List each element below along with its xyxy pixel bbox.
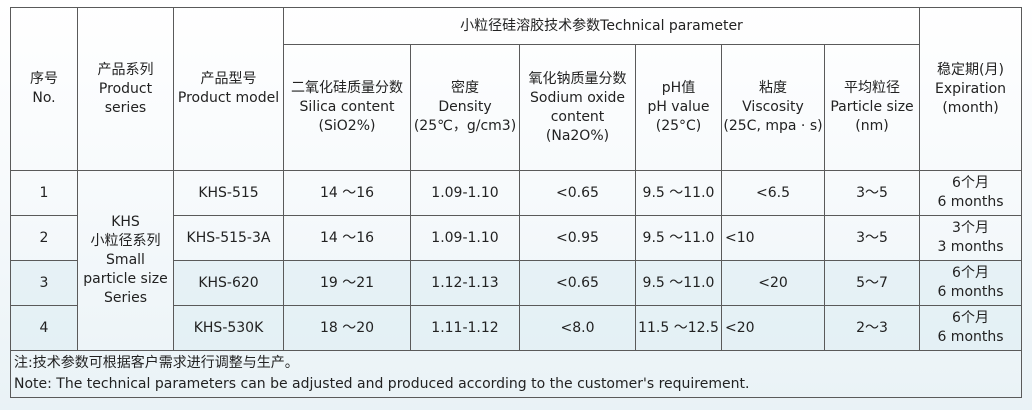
table-row: 1 KHS 小粒径系列 Small particle size Series K… (10, 170, 1022, 351)
cell-expiration: 6个月 6 months (919, 170, 1022, 216)
cell-particle-size: 5～7 (824, 260, 920, 306)
table-note: 注:技术参数可根据客户需求进行调整与生产。 Note: The technica… (10, 350, 1022, 398)
cell-expiration: 6个月 6 months (919, 260, 1022, 306)
table-row: 4 KHS-530K 18 ～20 1.11-1.12 <8.0 11.5 ～1… (10, 305, 1022, 351)
cell-ph: 11.5 ～12.5 (635, 305, 722, 351)
cell-density: 1.09-1.10 (410, 215, 520, 261)
cell-ph: 9.5 ～11.0 (635, 260, 722, 306)
header-silica: 二氧化硅质量分数 Silica content (SiO2%) (283, 44, 411, 171)
header-ph: pH值 pH value (25°C) (635, 44, 722, 171)
cell-particle-size: 3～5 (824, 215, 920, 261)
header-viscosity: 粘度 Viscosity (25C, mpa · s) (721, 44, 825, 171)
cell-no: 3 (10, 260, 78, 306)
header-no: 序号 No. (10, 7, 78, 171)
cell-viscosity: <20 (721, 305, 825, 351)
header-series: 产品系列 Product series (77, 7, 174, 171)
header-sodium: 氧化钠质量分数 Sodium oxide content (Na2O%) (519, 44, 636, 171)
cell-ph: 9.5 ～11.0 (635, 170, 722, 216)
cell-silica: 18 ～20 (283, 305, 411, 351)
cell-density: 1.11-1.12 (410, 305, 520, 351)
cell-model: KHS-530K (173, 305, 284, 351)
cell-series: KHS 小粒径系列 Small particle size Series (77, 170, 174, 351)
cell-model: KHS-620 (173, 260, 284, 306)
cell-no: 1 (10, 170, 78, 216)
cell-particle-size: 2～3 (824, 305, 920, 351)
header-particle-size: 平均粒径 Particle size (nm) (824, 44, 920, 171)
table-row: 2 KHS-515-3A 14 ～16 1.09-1.10 <0.95 9.5 … (10, 215, 1022, 261)
technical-parameter-table: 序号 No. 产品系列 Product series 产品型号 Product … (10, 7, 1022, 398)
header-expiration: 稳定期(月) Expiration (month) (919, 7, 1022, 171)
cell-viscosity: <10 (721, 215, 825, 261)
header-row-main: 序号 No. 产品系列 Product series 产品型号 Product … (10, 7, 1022, 171)
table-row: 3 KHS-620 19 ～21 1.12-1.13 <0.65 9.5 ～11… (10, 260, 1022, 306)
cell-silica: 14 ～16 (283, 215, 411, 261)
cell-density: 1.12-1.13 (410, 260, 520, 306)
cell-sodium: <0.65 (519, 260, 636, 306)
cell-sodium: <0.65 (519, 170, 636, 216)
cell-viscosity: <20 (721, 260, 825, 306)
cell-particle-size: 3～5 (824, 170, 920, 216)
note-chinese: 注:技术参数可根据客户需求进行调整与生产。 (14, 355, 299, 371)
cell-viscosity: <6.5 (721, 170, 825, 216)
cell-silica: 14 ～16 (283, 170, 411, 216)
cell-silica: 19 ～21 (283, 260, 411, 306)
note-english: Note: The technical parameters can be ad… (14, 376, 750, 392)
header-model: 产品型号 Product model (173, 7, 284, 171)
cell-ph: 9.5 ～11.0 (635, 215, 722, 261)
cell-sodium: <0.95 (519, 215, 636, 261)
cell-no: 2 (10, 215, 78, 261)
cell-model: KHS-515 (173, 170, 284, 216)
header-density: 密度 Density (25℃，g/cm3) (410, 44, 520, 171)
cell-no: 4 (10, 305, 78, 351)
cell-expiration: 6个月 6 months (919, 305, 1022, 351)
cell-expiration: 3个月 3 months (919, 215, 1022, 261)
cell-model: KHS-515-3A (173, 215, 284, 261)
cell-sodium: <8.0 (519, 305, 636, 351)
header-technical-parameter: 小粒径硅溶胶技术参数Technical parameter (283, 7, 920, 45)
note-row: 注:技术参数可根据客户需求进行调整与生产。 Note: The technica… (10, 350, 1022, 398)
cell-density: 1.09-1.10 (410, 170, 520, 216)
header-row-sub: 二氧化硅质量分数 Silica content (SiO2%) 密度 Densi… (11, 44, 1022, 171)
spec-table-wrapper: 序号 No. 产品系列 Product series 产品型号 Product … (10, 7, 1022, 398)
